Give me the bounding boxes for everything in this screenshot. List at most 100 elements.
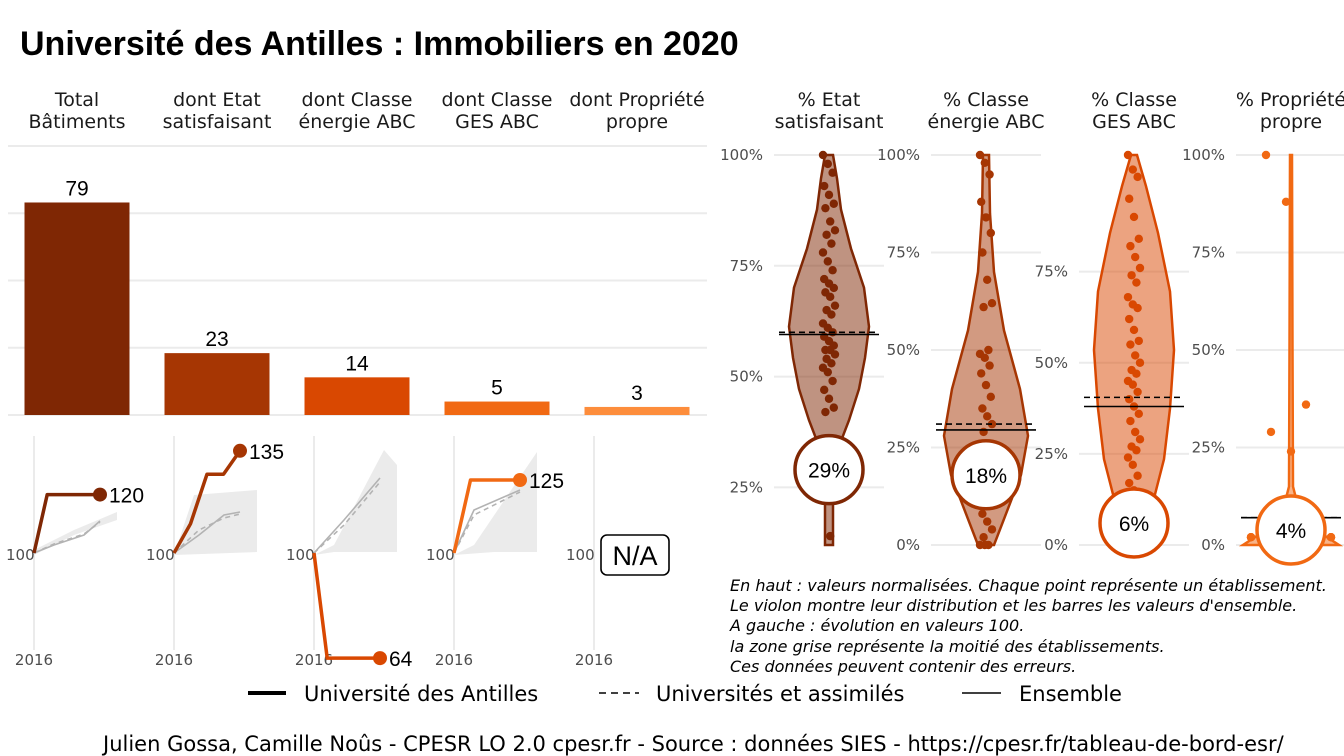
violin-point — [826, 292, 835, 302]
violin-point — [978, 248, 987, 257]
violin-point — [977, 369, 986, 378]
violin-point — [1134, 234, 1144, 244]
na-label: N/A — [612, 541, 657, 571]
violin-value-circle — [793, 433, 865, 506]
evolution-y-tick: 100 — [426, 546, 455, 564]
violin-point — [1132, 446, 1141, 455]
violin-point — [828, 376, 837, 386]
column-header-1-line2: Bâtiments — [29, 111, 126, 133]
violin-point — [983, 517, 992, 526]
violin-point — [1131, 427, 1140, 437]
violin-y-tick: 0% — [1201, 536, 1225, 554]
evolution-x-tick: 2016 — [15, 651, 53, 669]
violin-point — [1135, 435, 1145, 444]
evolution-end-label: 135 — [249, 441, 284, 464]
violin-y-tick: 75% — [887, 244, 920, 262]
violin-point — [1128, 460, 1138, 470]
violin-point — [1135, 358, 1145, 367]
evolution-universites-line — [33, 521, 101, 554]
violin-point — [818, 248, 828, 257]
violin-y-tick: 75% — [1192, 244, 1225, 262]
violin-header-1-line1: % Etat — [798, 89, 861, 111]
evolution-panel-4: 100 2016 125 — [426, 436, 564, 669]
violin-panels: 25% 50% 75% 100% 29% 0% 25% 50% 75% 100% 18% 0% 25% 5… — [720, 146, 1344, 566]
evolution-x-tick: 2016 — [575, 651, 613, 669]
violin-y-tick: 100% — [877, 146, 920, 164]
violin-y-tick: 100% — [720, 146, 763, 164]
column-header-3-line2: énergie ABC — [299, 111, 416, 133]
column-header-2-line2: satisfaisant — [163, 111, 272, 133]
violin-point — [827, 359, 836, 368]
violin-panel-4: 0% 25% 50% 75% 100% 4% — [1182, 146, 1344, 566]
violin-point — [1135, 263, 1145, 273]
bar-value-label: 23 — [205, 328, 228, 351]
note-line-3: A gauche : évolution en valeurs 100. — [729, 616, 1024, 635]
violin-point — [829, 283, 838, 293]
violin-point — [1131, 252, 1140, 262]
violin-header-2-line1: % Classe — [943, 89, 1029, 111]
evolution-ensemble-line — [453, 489, 521, 554]
violin-point — [821, 407, 830, 417]
violin-point — [987, 299, 997, 308]
note-line-4: la zone grise représente la moitié des é… — [730, 637, 1165, 656]
bar-chart: 79 23 14 5 3 — [8, 145, 707, 416]
column-header-2-line1: dont Etat — [173, 89, 261, 111]
evolution-y-tick: 100 — [146, 546, 175, 564]
violin-point — [979, 427, 988, 437]
violin-point — [1326, 533, 1336, 542]
violin-header-4-line2: propre — [1260, 111, 1322, 133]
violin-point — [985, 170, 994, 179]
bar-value-label: 3 — [631, 382, 643, 405]
violin-y-tick: 75% — [1035, 263, 1068, 281]
legend: Université des Antilles Universités et a… — [248, 682, 1122, 706]
violin-y-tick: 25% — [1192, 439, 1225, 457]
evolution-y-tick: 100 — [566, 546, 595, 564]
violin-panel-2: 0% 25% 50% 75% 100% 18% — [877, 146, 1041, 554]
violin-point — [1125, 478, 1134, 488]
evolution-panel-5: 100 2016 N/A — [566, 436, 670, 669]
violin-point — [979, 302, 988, 312]
violin-value-label: 29% — [808, 460, 850, 483]
violin-point — [980, 158, 989, 167]
source-caption: Julien Gossa, Camille Noûs - CPESR LO 2.… — [101, 732, 1285, 756]
bar-2 — [164, 353, 270, 415]
violin-point — [828, 168, 837, 177]
column-header-1-line1: Total — [54, 89, 99, 111]
violin-point — [1129, 212, 1139, 222]
page-title: Université des Antilles : Immobiliers en… — [20, 25, 739, 63]
bar-value-label: 5 — [491, 377, 503, 400]
violin-point — [1126, 340, 1135, 349]
violin-y-tick: 75% — [730, 257, 763, 275]
violin-point — [978, 404, 987, 413]
violin-point — [824, 190, 834, 200]
evolution-x-tick: 2016 — [155, 651, 193, 669]
evolution-x-tick: 2016 — [295, 651, 333, 669]
bar-column-headers: Total Bâtiments dont Etat satisfaisant d… — [29, 89, 705, 133]
violin-y-tick: 25% — [730, 478, 763, 496]
column-header-4-line1: dont Classe — [442, 89, 553, 111]
violin-y-tick: 50% — [1035, 354, 1068, 372]
legend-label-universites: Universités et assimilés — [656, 682, 904, 706]
violin-point — [985, 361, 994, 370]
evolution-ensemble-line — [313, 477, 381, 554]
violin-point — [820, 181, 829, 191]
violin-point — [1125, 314, 1134, 324]
evolution-panel-1: 100 2016 120 — [6, 436, 144, 669]
violin-panel-1: 25% 50% 75% 100% 29% — [720, 146, 884, 547]
column-header-4-line2: GES ABC — [455, 111, 539, 133]
evolution-end-point — [93, 487, 107, 502]
violin-point — [1286, 447, 1296, 456]
evolution-grey-band — [454, 452, 537, 555]
violin-point — [822, 230, 831, 239]
violin-point — [827, 310, 836, 319]
violin-value-label: 18% — [965, 465, 1007, 488]
note-line-5: Ces données peuvent contenir des erreurs… — [730, 657, 1076, 676]
violin-point — [983, 412, 992, 421]
violin-point — [1133, 172, 1142, 182]
violin-point — [1261, 150, 1271, 160]
violin-point — [823, 159, 832, 169]
violin-panel-3: 0% 25% 50% 75% 6% — [1035, 150, 1189, 559]
violin-header-2-line2: énergie ABC — [928, 111, 1045, 133]
violin-point — [1132, 278, 1141, 287]
violin-point — [1123, 292, 1133, 302]
